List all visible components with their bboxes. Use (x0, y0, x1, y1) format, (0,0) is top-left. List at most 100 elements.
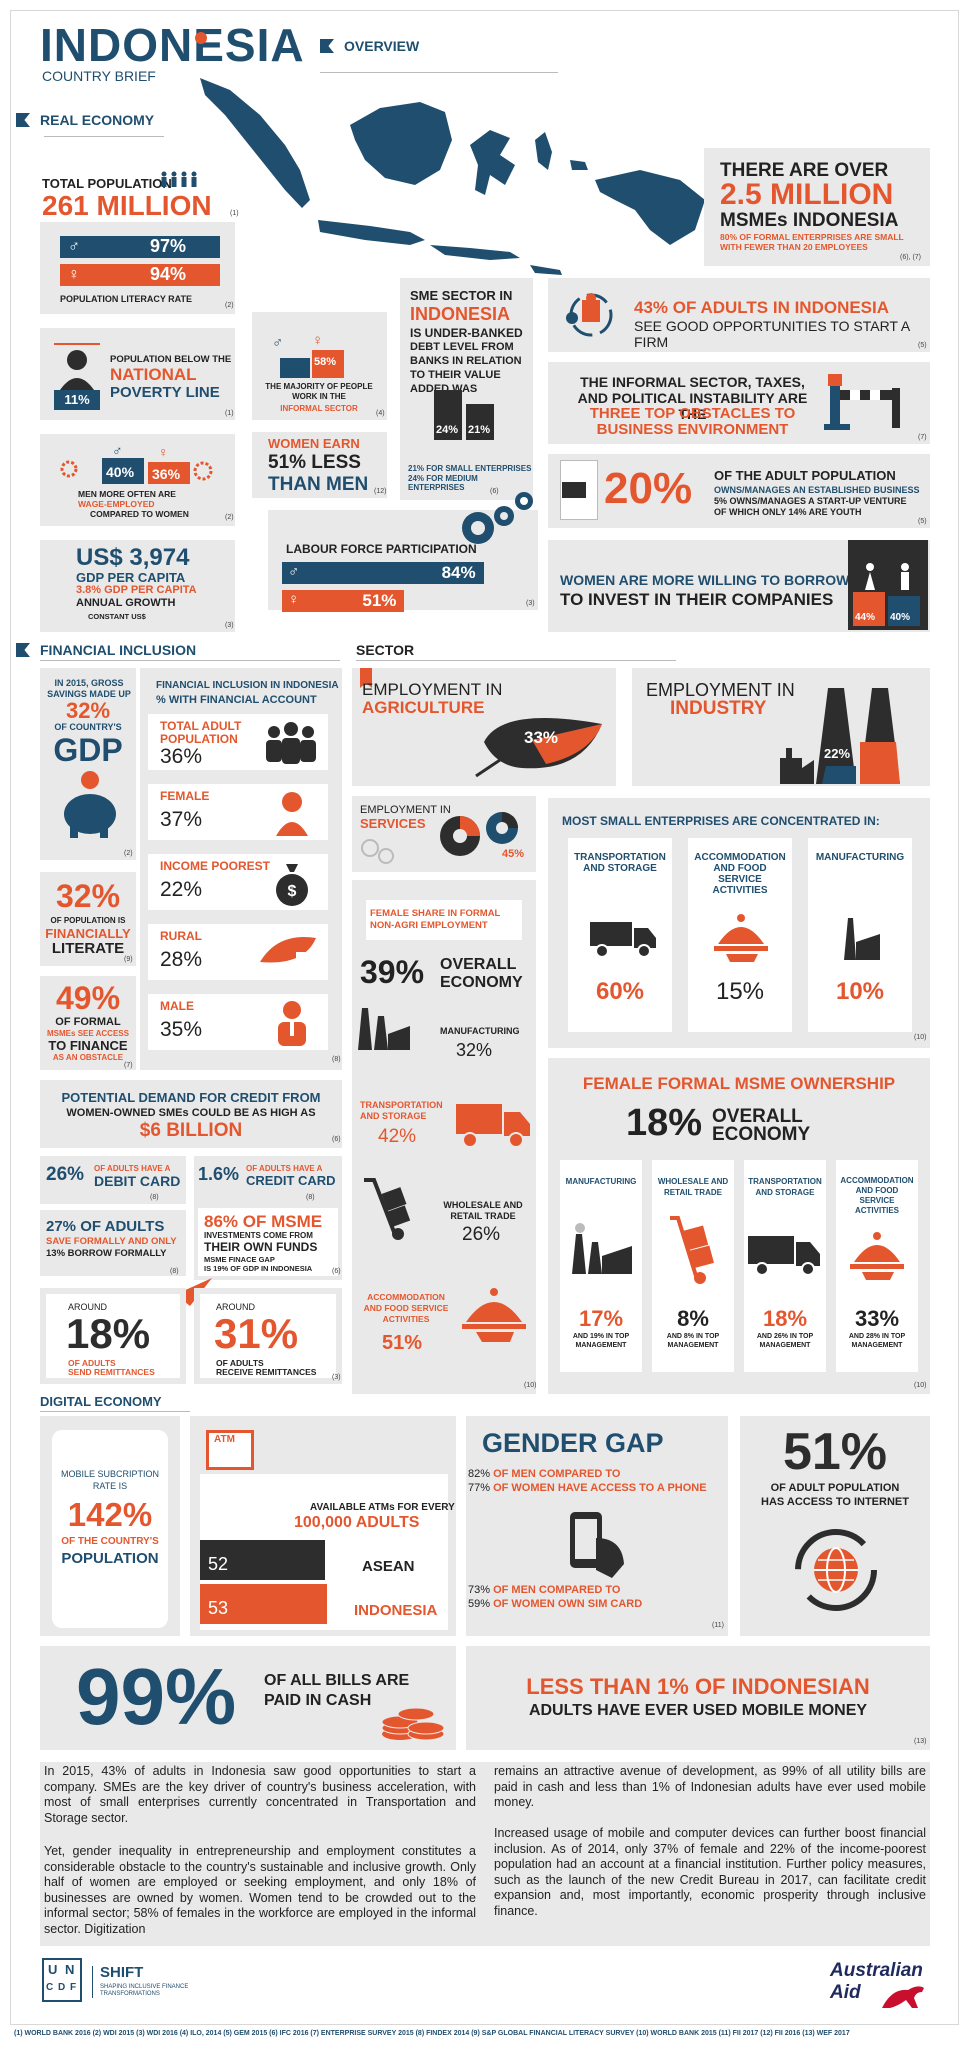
msme-note: 80% OF FORMAL ENTERPRISES ARE SMALL WITH… (720, 232, 904, 252)
ownership-value: 8% (677, 1306, 709, 1331)
debit-card-stat: 26% OF ADULTS HAVE A DEBIT CARD (8) (40, 1156, 186, 1204)
male-literacy-bar (60, 236, 220, 258)
account-row-value: 28% (160, 948, 203, 971)
send-remittance-text: AROUND (68, 1302, 108, 1312)
poverty-value: 11% (54, 390, 100, 410)
uncdf-logo (42, 1958, 82, 2002)
sme-text: SME SECTOR IN (410, 288, 513, 303)
source-ref: (6) (332, 1268, 341, 1275)
receive-remittance-text: OF ADULTS (216, 1358, 264, 1368)
page-title: INDONESIA (40, 19, 305, 71)
ownership-note: AND 19% IN TOP MANAGEMENT (572, 1333, 630, 1349)
sme-value: 24% (436, 424, 459, 436)
gender-gap-value: 59% (468, 1598, 491, 1610)
services-card: EMPLOYMENT IN SERVICES 45% (352, 796, 536, 872)
credit-demand-text: WOMEN-OWNED SMEs COULD BE AS HIGH AS (66, 1107, 316, 1119)
money-bag-icon: $ (276, 864, 308, 906)
owners-note: 5% OWNS/MANAGES A START-UP VENTURE OF WH… (714, 496, 907, 517)
male-icon: ♂ (272, 334, 284, 351)
factory-icon (572, 1223, 632, 1274)
own-funds-value: 86% OF MSME (204, 1212, 323, 1231)
female-share-text: FEMALE SHARE IN FORMAL (370, 908, 501, 919)
factory-icon (844, 918, 880, 960)
receive-remittance-card: AROUND 31% OF ADULTS RECEIVE REMITTANCES… (194, 1288, 342, 1384)
financial-account-subtitle: % WITH FINANCIAL ACCOUNT (156, 694, 317, 706)
msme-card: THERE ARE OVER 2.5 MILLION MSMEs INDONES… (704, 148, 930, 266)
building-icon (434, 390, 462, 440)
wage-emphasis: WAGE-EMPLOYED (78, 499, 155, 509)
piggy-bank-icon (64, 771, 116, 838)
account-row-label: MALE (160, 999, 194, 1013)
population-value: 261 MILLION (42, 190, 212, 221)
msme-text: THERE ARE OVER (720, 160, 889, 181)
sme-text: DEBT LEVEL FROM BANKS IN RELATION TO THE… (410, 341, 522, 395)
digital-economy-heading: DIGITAL ECONOMY (40, 1394, 162, 1409)
owners-value: 20% (604, 464, 693, 513)
source-ref: (5) (918, 342, 927, 349)
women-earn-text: THAN MEN (268, 474, 369, 495)
financial-literacy-text: OF POPULATION IS (50, 916, 126, 925)
source-ref: (10) (914, 1382, 927, 1389)
leaf-house-icon (260, 937, 316, 966)
barrier-icon (824, 374, 900, 430)
asean-label: ASEAN (362, 1558, 415, 1575)
coins-icon (381, 1707, 445, 1741)
source-ref: (7) (918, 434, 927, 441)
wholesale-label: WHOLESALE AND RETAIL TRADE (443, 1200, 523, 1221)
literacy-label: POPULATION LITERACY RATE (60, 294, 193, 304)
debit-label: DEBIT CARD (94, 1173, 181, 1189)
truck-icon (748, 1236, 820, 1276)
atm-label: ATM (214, 1434, 235, 1445)
gender-gap-label: OF MEN COMPARED TO (493, 1468, 621, 1480)
own-funds-inner (198, 1208, 338, 1276)
source-ref: (4) (376, 410, 385, 417)
owners-card: 20% OF THE ADULT POPULATION OWNS/MANAGES… (548, 454, 930, 528)
gdp-growth-label: ANNUAL GROWTH (76, 597, 176, 609)
atm-card: ATM AVAILABLE ATMs FOR EVERY 100,000 ADU… (190, 1416, 456, 1636)
female-borrow-value: 44% (855, 612, 876, 623)
indonesia-map-icon (200, 78, 705, 275)
cloche-icon (462, 1288, 526, 1342)
gender-gap-text: 59% OF WOMEN OWN SIM CARD (468, 1598, 642, 1610)
female-share-label: OVERALL (440, 956, 517, 973)
savings-gdp: GDP (53, 732, 123, 768)
female-icon: ♀ (312, 332, 324, 349)
gdp-label: GDP PER CAPITA (76, 570, 186, 585)
source-ref: (5) (918, 518, 927, 525)
account-row-value: 36% (160, 745, 203, 768)
source-ref: (1) (230, 210, 239, 217)
concentrated-item-accommodation: ACCOMMODATION AND FOOD SERVICE ACTIVITIE… (688, 838, 792, 1032)
source-ref: (11) (712, 1622, 724, 1629)
finance-obstacle-emphasis: TO FINANCE (48, 1038, 128, 1053)
source-ref: (6) (490, 488, 499, 495)
male-informal-bar (280, 358, 310, 378)
gender-gap-value: 77% (468, 1482, 491, 1494)
services-label: SERVICES (360, 816, 426, 831)
informal-text: THE MAJORITY OF PEOPLE WORK IN THE (265, 382, 373, 401)
atm-icon (206, 1430, 254, 1470)
savings-text: OF COUNTRY'S (54, 722, 122, 732)
cash-bills-card: 99% OF ALL BILLS ARE PAID IN CASH (40, 1646, 456, 1750)
concentrated-item-manufacturing: MANUFACTURING 10% (808, 838, 912, 1032)
divider (40, 660, 340, 661)
informal-emphasis: INFORMAL SECTOR (280, 404, 358, 413)
truck-icon (456, 1104, 530, 1148)
poverty-emphasis: NATIONAL (110, 365, 197, 384)
male-icon: ♂ (68, 238, 80, 255)
divider (356, 660, 676, 661)
services-value: 45% (502, 848, 525, 860)
source-ref: (3) (332, 1374, 341, 1381)
borrow-card: WOMEN ARE MORE WILLING TO BORROW TO INVE… (548, 540, 930, 632)
firm-opportunity-value: 43% OF ADULTS IN INDONESIA (634, 298, 890, 317)
female-share-label: ECONOMY (440, 974, 523, 991)
own-funds-note: IS 19% OF GDP IN INDONESIA (204, 1264, 313, 1273)
borrow-text: 13% BORROW FORMALLY (46, 1248, 167, 1259)
account-row-label: RURAL (160, 929, 202, 943)
ownership-item-transport: TRANSPORTATION AND STORAGE 18% AND 26% I… (744, 1160, 826, 1372)
kangaroo-icon (882, 1986, 924, 2008)
gender-gap-text: 73% OF MEN COMPARED TO (468, 1584, 620, 1596)
internet-card: 51% OF ADULT POPULATION HAS ACCESS TO IN… (740, 1416, 930, 1636)
source-ref: (3) (225, 622, 234, 629)
women-earn-text: WOMEN EARN (268, 436, 360, 451)
owners-text: OWNS/MANAGES AN ESTABLISHED BUSINESS (714, 485, 920, 495)
